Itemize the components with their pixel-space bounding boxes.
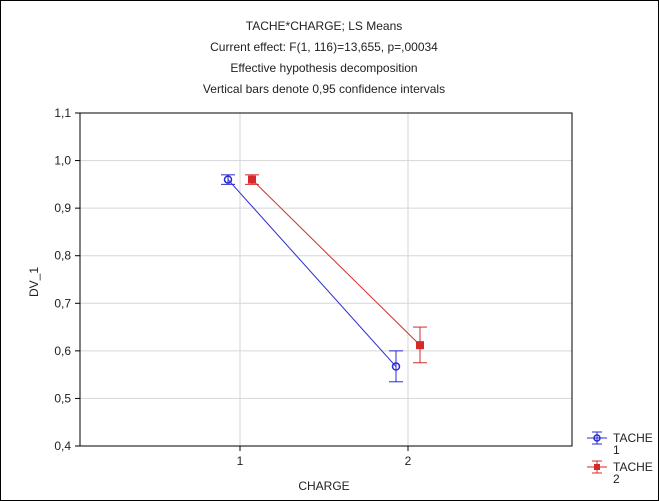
y-tick-label: 1,1 bbox=[54, 106, 71, 120]
series-line bbox=[227, 179, 397, 367]
legend-label: 1 bbox=[613, 443, 620, 457]
y-tick-label: 0,9 bbox=[54, 201, 71, 215]
y-tick-label: 0,5 bbox=[54, 391, 71, 405]
x-axis-label: CHARGE bbox=[298, 479, 349, 493]
data-point bbox=[223, 175, 233, 184]
y-tick-label: 0,8 bbox=[54, 249, 71, 263]
legend-marker bbox=[593, 434, 601, 442]
plot-area-border bbox=[79, 112, 573, 447]
y-axis-label: DV_1 bbox=[27, 267, 41, 297]
series-tache-2 bbox=[245, 174, 427, 364]
data-point bbox=[416, 341, 424, 350]
y-tick-label: 0,4 bbox=[54, 439, 71, 453]
data-point bbox=[248, 175, 256, 184]
series-tache-1 bbox=[221, 174, 403, 383]
series-line bbox=[251, 179, 421, 346]
legend-title: TACHE bbox=[613, 460, 653, 474]
chart-title-line: Effective hypothesis decomposition bbox=[230, 61, 417, 75]
chart-title-line: Vertical bars denote 0,95 confidence int… bbox=[203, 82, 445, 96]
chart-title-line: TACHE*CHARGE; LS Means bbox=[246, 19, 403, 33]
data-point bbox=[391, 362, 401, 371]
x-tick-label: 1 bbox=[237, 454, 244, 468]
legend-title: TACHE bbox=[613, 431, 653, 445]
y-tick-label: 0,7 bbox=[54, 296, 71, 310]
x-tick-label: 2 bbox=[405, 454, 412, 468]
chart-title-line: Current effect: F(1, 116)=13,655, p=,000… bbox=[210, 40, 438, 54]
legend-marker bbox=[594, 464, 600, 470]
y-tick-label: 1,0 bbox=[54, 154, 71, 168]
legend-label: 2 bbox=[613, 472, 620, 486]
y-tick-label: 0,6 bbox=[54, 344, 71, 358]
